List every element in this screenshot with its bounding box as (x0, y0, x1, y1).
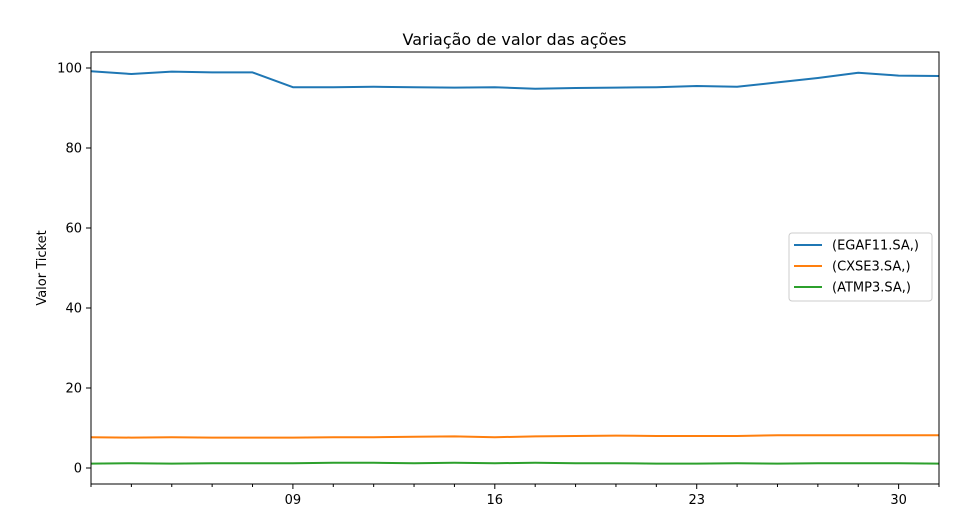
x-tick-label: 16 (487, 493, 504, 508)
y-tick-label: 20 (65, 382, 82, 397)
x-tick-label: 09 (285, 493, 302, 508)
y-tick-label: 0 (74, 462, 82, 477)
series-line-3 (90, 461, 940, 465)
y-tick-label: 40 (65, 302, 82, 317)
legend-box (788, 232, 933, 302)
y-tick-label: 80 (65, 142, 82, 157)
legend: (EGAF11.SA,) (CXSE3.SA,) (ATMP3.SA,) (788, 232, 933, 302)
x-tick-label: 23 (688, 493, 705, 508)
chart-title: Variação de valor das ações (402, 30, 626, 49)
x-tick-label: 30 (890, 493, 907, 508)
plot-frame (90, 51, 940, 485)
series-line-1 (90, 70, 940, 90)
y-axis-label: Valor Ticket (35, 230, 50, 305)
legend-entry-1: (EGAF11.SA,) (832, 239, 919, 254)
plot-area: 0 20 40 60 80 100 09 16 23 30 (57, 51, 940, 508)
legend-entry-2: (CXSE3.SA,) (832, 260, 911, 275)
y-tick-label: 100 (57, 62, 82, 77)
y-tick-label: 60 (65, 222, 82, 237)
series-line-2 (90, 434, 939, 439)
legend-entry-3: (ATMP3.SA,) (832, 281, 911, 296)
